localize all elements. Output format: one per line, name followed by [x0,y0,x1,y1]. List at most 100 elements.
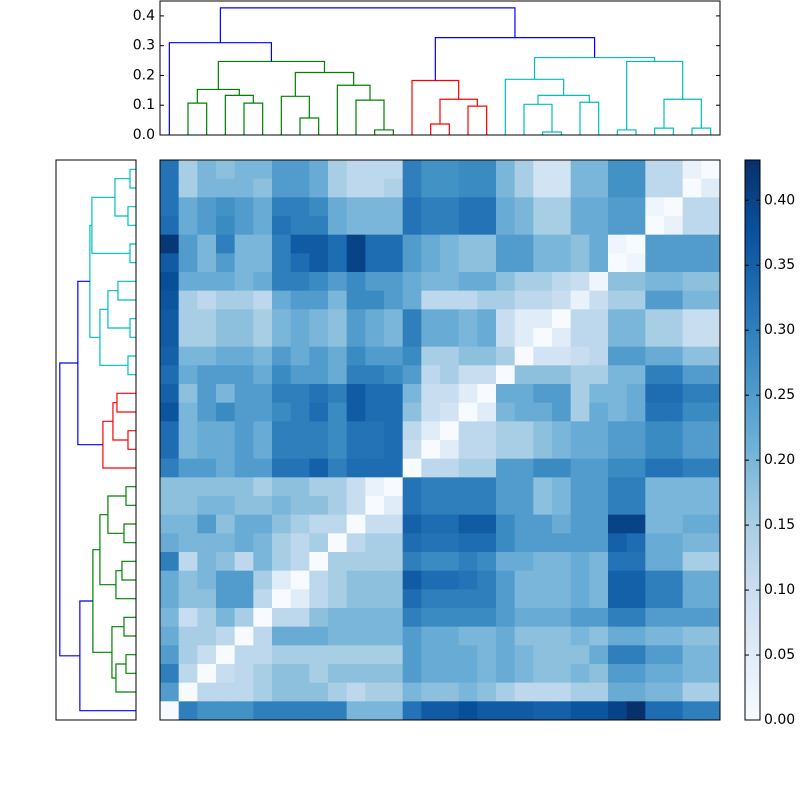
heatmap-cell [496,328,516,348]
heatmap-cell [178,253,198,273]
heatmap-cell [178,701,198,721]
dendrogram-link [112,402,128,441]
heatmap-cell [701,178,721,198]
heatmap-cell [197,626,217,646]
heatmap-cell [234,701,254,721]
heatmap-cell [701,272,721,292]
heatmap-cell [458,346,478,366]
heatmap-frame [159,159,721,721]
heatmap-cell [253,477,273,497]
heatmap-cell [608,440,628,460]
heatmap-cell [253,645,273,665]
heatmap-cell [328,458,348,478]
heatmap-cell [608,477,628,497]
heatmap-cell [570,346,590,366]
heatmap-cell [328,197,348,217]
heatmap-cell [384,458,404,478]
heatmap-cell [570,496,590,516]
heatmap-cell [384,178,404,198]
heatmap-cell [477,552,497,572]
heatmap-cell [664,253,684,273]
dendrogram-link [439,98,478,124]
heatmap-cell [365,402,385,422]
heatmap-cell [440,178,460,198]
heatmap-cell [328,608,348,628]
heatmap-cell [701,496,721,516]
heatmap-cell [197,346,217,366]
heatmap-cell [477,570,497,590]
dendrogram-link [467,105,488,135]
heatmap-cell [514,701,534,721]
heatmap-cell [421,664,441,684]
heatmap-cell [533,570,553,590]
dendrogram-link [59,362,80,657]
heatmap-cell [290,608,310,628]
heatmap-cell [496,384,516,404]
heatmap-cell [160,178,180,198]
heatmap-cell [496,234,516,254]
heatmap-cell [533,552,553,572]
heatmap-cell [328,626,348,646]
heatmap-cell [421,458,441,478]
heatmap-cell [178,365,198,385]
heatmap-cell [514,645,534,665]
heatmap-cell [458,682,478,702]
heatmap-cell [384,384,404,404]
heatmap-cell [701,384,721,404]
heatmap-cell [421,160,441,180]
heatmap [160,160,721,721]
heatmap-cell [682,365,702,385]
heatmap-cell [496,253,516,273]
heatmap-cell [346,216,366,236]
heatmap-cell [309,514,329,534]
dendrogram-link [125,486,136,506]
heatmap-cell [421,384,441,404]
heatmap-cell [197,402,217,422]
heatmap-cell [682,552,702,572]
heatmap-cell [197,309,217,329]
heatmap-cell [402,421,422,441]
heatmap-cell [701,701,721,721]
heatmap-cell [328,384,348,404]
heatmap-cell [216,477,236,497]
heatmap-cell [552,533,572,553]
heatmap-cell [477,533,497,553]
heatmap-cell [533,384,553,404]
heatmap-cell [589,346,609,366]
heatmap-cell [458,309,478,329]
heatmap-cell [645,682,665,702]
heatmap-cell [570,365,590,385]
heatmap-cell [160,290,180,310]
heatmap-cell [253,682,273,702]
heatmap-cell [533,496,553,516]
heatmap-cell [701,570,721,590]
heatmap-cell [682,477,702,497]
heatmap-cell [384,346,404,366]
heatmap-cell [533,290,553,310]
heatmap-cell [440,701,460,721]
heatmap-cell [514,514,534,534]
heatmap-cell [589,328,609,348]
heatmap-cell [477,384,497,404]
heatmap-cell [682,253,702,273]
heatmap-cell [328,216,348,236]
heatmap-cell [197,608,217,628]
heatmap-cell [178,496,198,516]
heatmap-cell [290,160,310,180]
heatmap-cell [216,290,236,310]
heatmap-cell [346,440,366,460]
heatmap-cell [160,346,180,366]
heatmap-cell [309,552,329,572]
heatmap-cell [496,160,516,180]
heatmap-cell [346,309,366,329]
heatmap-cell [570,664,590,684]
dendrogram-link [168,42,273,135]
heatmap-cell [365,458,385,478]
heatmap-cell [701,664,721,684]
heatmap-cell [346,253,366,273]
heatmap-cell [608,570,628,590]
heatmap-cell [477,402,497,422]
heatmap-cell [328,701,348,721]
heatmap-cell [253,496,273,516]
heatmap-cell [178,570,198,590]
